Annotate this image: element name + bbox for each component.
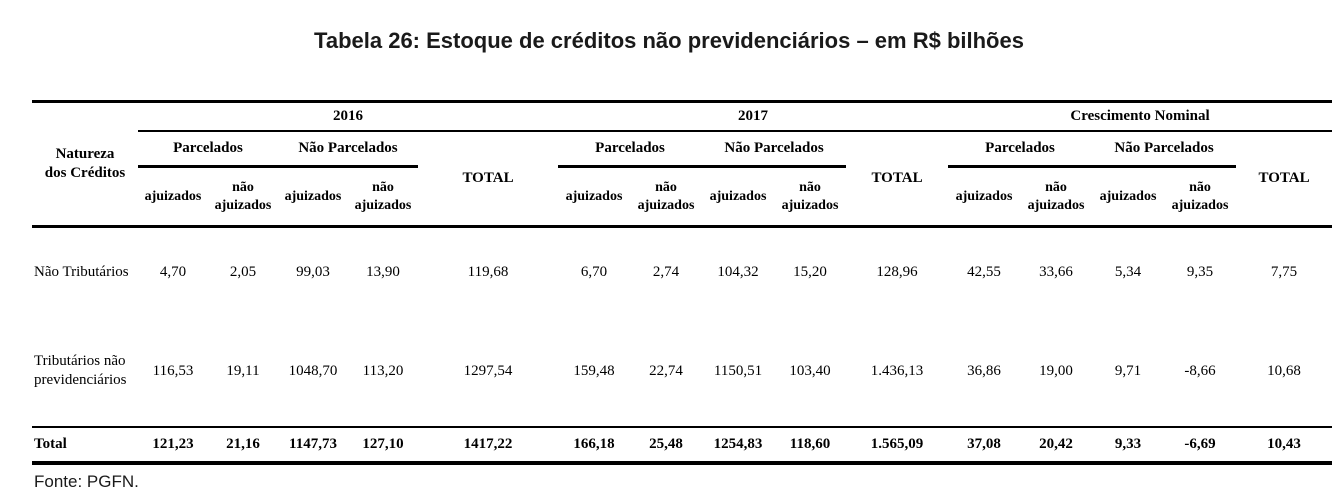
- value-cell: 159,48: [573, 362, 615, 379]
- value-cell: 113,20: [362, 362, 404, 379]
- value-cell: 1150,51: [713, 362, 763, 379]
- subheader-2017-parcelados: Parcelados: [558, 131, 703, 168]
- leaf-2016-parcelados-nao-ajuizados: não ajuizados: [208, 166, 278, 228]
- header-row-leaves: ajuizados não ajuizados ajuizados não aj…: [32, 166, 1332, 228]
- leaf-crescimento-nao-parcelados-nao-ajuizados: não ajuizados: [1164, 166, 1237, 228]
- group-header-crescimento-nominal: Crescimento Nominal: [948, 101, 1333, 132]
- value-cell: 9,71: [1114, 362, 1142, 379]
- value-cell: 128,96: [876, 263, 918, 280]
- value-cell: -8,66: [1184, 362, 1216, 379]
- total-value-cell: 166,18: [558, 426, 631, 465]
- value-cell: 33,66: [1039, 263, 1073, 280]
- leaf-2017-parcelados-nao-ajuizados: não ajuizados: [630, 166, 703, 228]
- leaf-crescimento-parcelados-ajuizados: ajuizados: [948, 166, 1021, 228]
- total-value-cell: 127,10: [348, 426, 418, 465]
- total-value-cell: 25,48: [630, 426, 703, 465]
- header-row-groups: Natureza dos Créditos 2016 2017 Crescime…: [32, 101, 1333, 228]
- leaf-2016-parcelados-ajuizados: ajuizados: [138, 166, 208, 228]
- total-value-cell: 1417,22: [418, 426, 559, 465]
- subheader-2017-nao-parcelados: Não Parcelados: [702, 131, 847, 168]
- total-value-cell: 21,16: [208, 426, 278, 465]
- value-cell: 6,70: [580, 263, 608, 280]
- value-cell: 15,20: [793, 263, 827, 280]
- row-total: Total 121,23 21,16 1147,73 127,10 1417,2…: [32, 426, 1333, 465]
- leaf-2017-nao-parcelados-nao-ajuizados: não ajuizados: [774, 166, 847, 228]
- value-cell: 99,03: [296, 263, 330, 280]
- header-row-subgroups: Parcelados Não Parcelados TOTAL Parcelad…: [32, 131, 1333, 228]
- row-label: Não Tributários: [34, 263, 129, 280]
- value-cell: 7,75: [1270, 263, 1298, 280]
- total-value-cell: 121,23: [138, 426, 208, 465]
- value-cell: 13,90: [366, 263, 400, 280]
- value-cell: 1.436,13: [870, 362, 924, 379]
- value-cell: 1297,54: [463, 362, 513, 379]
- value-cell: 5,34: [1114, 263, 1142, 280]
- leaf-crescimento-parcelados-nao-ajuizados: não ajuizados: [1020, 166, 1093, 228]
- subheader-2016-total: TOTAL: [418, 131, 559, 228]
- value-cell: 10,68: [1267, 362, 1301, 379]
- group-header-2016: 2016: [138, 101, 559, 132]
- value-cell: 1048,70: [288, 362, 338, 379]
- total-value-cell: 1254,83: [702, 426, 775, 465]
- subheader-crescimento-parcelados: Parcelados: [948, 131, 1093, 168]
- value-cell: 116,53: [152, 362, 194, 379]
- subheader-2016-nao-parcelados: Não Parcelados: [278, 131, 418, 168]
- row-nao-tributarios: Não Tributários 4,70 2,05 99,03 13,90 11…: [32, 227, 1332, 317]
- value-cell: 19,11: [226, 362, 260, 379]
- value-cell: 119,68: [467, 263, 509, 280]
- value-cell: 9,35: [1186, 263, 1214, 280]
- group-header-2017: 2017: [558, 101, 949, 132]
- value-cell: 19,00: [1039, 362, 1073, 379]
- value-cell: 2,05: [229, 263, 257, 280]
- value-cell: 42,55: [967, 263, 1001, 280]
- leaf-2016-nao-parcelados-nao-ajuizados: não ajuizados: [348, 166, 418, 228]
- subheader-2017-total: TOTAL: [846, 131, 949, 228]
- leaf-2017-parcelados-ajuizados: ajuizados: [558, 166, 631, 228]
- nature-header: Natureza dos Créditos: [32, 101, 138, 228]
- value-cell: 103,40: [789, 362, 831, 379]
- leaf-2017-nao-parcelados-ajuizados: ajuizados: [702, 166, 775, 228]
- total-value-cell: 37,08: [948, 426, 1021, 465]
- subheader-crescimento-nao-parcelados: Não Parcelados: [1092, 131, 1237, 168]
- subheader-crescimento-total: TOTAL: [1236, 131, 1333, 228]
- value-cell: 22,74: [649, 362, 683, 379]
- source-note: Fonte: PGFN.: [34, 472, 139, 491]
- leaf-crescimento-nao-parcelados-ajuizados: ajuizados: [1092, 166, 1165, 228]
- credits-table: Natureza dos Créditos 2016 2017 Crescime…: [32, 100, 1333, 465]
- total-value-cell: 118,60: [774, 426, 847, 465]
- row-tributarios-nao-previdenciarios: Tributários não previdenciários 116,53 1…: [32, 316, 1332, 427]
- leaf-2016-nao-parcelados-ajuizados: ajuizados: [278, 166, 348, 228]
- total-value-cell: 10,43: [1236, 426, 1333, 465]
- row-label: Tributários não previdenciários: [34, 353, 127, 388]
- total-value-cell: 9,33: [1092, 426, 1165, 465]
- value-cell: 4,70: [159, 263, 187, 280]
- value-cell: 2,74: [652, 263, 680, 280]
- total-value-cell: 1147,73: [278, 426, 348, 465]
- subheader-2016-parcelados: Parcelados: [138, 131, 278, 168]
- total-row-label: Total: [32, 426, 138, 465]
- value-cell: 104,32: [717, 263, 759, 280]
- value-cell: 36,86: [967, 362, 1001, 379]
- total-value-cell: 20,42: [1020, 426, 1093, 465]
- total-value-cell: 1.565,09: [846, 426, 949, 465]
- table-title: Tabela 26: Estoque de créditos não previ…: [314, 28, 1024, 53]
- total-value-cell: -6,69: [1164, 426, 1237, 465]
